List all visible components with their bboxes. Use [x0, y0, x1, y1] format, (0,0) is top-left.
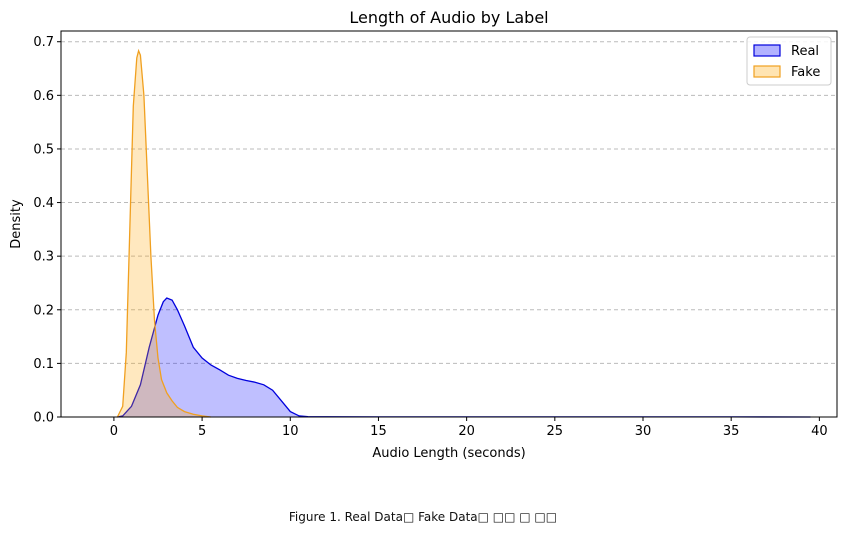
y-tick-label: 0.7 — [33, 35, 54, 50]
density-chart: 0 5 10 15 20 25 30 35 40 0.00.10.20.30.40.50.60.… — [9, 8, 838, 461]
plot-frame — [60, 30, 838, 418]
y-tick-label: 0.4 — [33, 196, 54, 211]
y-tick-label: 0.2 — [33, 303, 54, 318]
x-tick-label: 40 — [811, 424, 828, 439]
x-tick-label: 5 — [198, 424, 206, 439]
legend-swatch-real — [753, 44, 781, 57]
x-axis-label: Audio Length (seconds) — [372, 446, 525, 461]
series-area-real — [117, 298, 811, 417]
y-axis-label: Density — [9, 199, 24, 249]
x-tick-label: 25 — [547, 424, 564, 439]
x-tick-label: 35 — [723, 424, 740, 439]
chart-title: Length of Audio by Label — [349, 8, 548, 27]
legend-label-real: Real — [791, 44, 819, 59]
y-tick-label: 0.1 — [33, 357, 54, 372]
legend-box — [746, 36, 832, 86]
series-line-fake — [116, 48, 211, 418]
series-area-fake — [117, 50, 211, 418]
x-tick-label: 30 — [635, 424, 652, 439]
y-axis-ticks: 0.0 0.1 0.2 0.3 0.4 0.5 0.6 0.7 — [33, 35, 61, 426]
x-tick-label: 15 — [370, 424, 387, 439]
legend-label-fake: Fake — [791, 65, 820, 80]
grid-lines — [61, 41, 837, 364]
series-layer — [116, 48, 811, 418]
y-tick-label: 0.5 — [33, 142, 54, 157]
y-tick-label: 0.6 — [33, 89, 54, 104]
x-axis-ticks: 0 5 10 15 20 25 30 35 40 — [110, 417, 828, 439]
y-tick-label: 0.3 — [33, 250, 54, 265]
x-tick-label: 0 — [110, 424, 118, 439]
x-tick-label: 20 — [458, 424, 475, 439]
y-tick-label: 0.0 — [33, 411, 54, 426]
x-tick-label: 10 — [282, 424, 299, 439]
legend: Real Fake — [746, 36, 832, 86]
legend-swatch-fake — [753, 65, 781, 78]
figure-caption: Figure 1. Real Data□ Fake Data□ □□ □ □□ — [288, 510, 558, 524]
